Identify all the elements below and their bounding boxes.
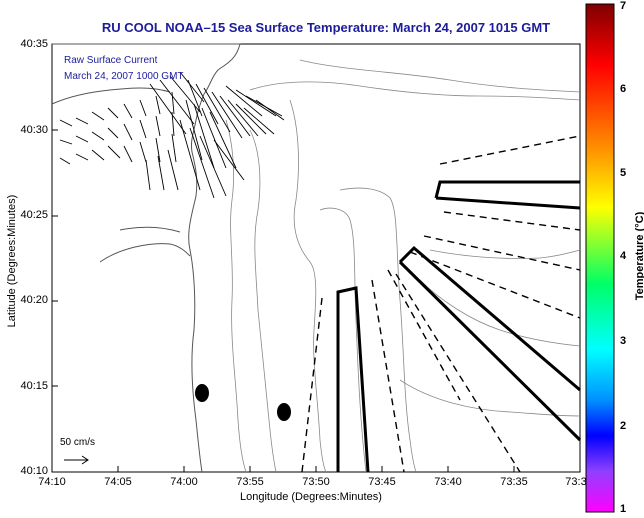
y-tick-label: 40:25	[20, 209, 48, 221]
scale-label: 50 cm/s	[60, 437, 96, 448]
colorbar-tick-label: 1	[620, 503, 627, 515]
colorbar-tick-label: 4	[620, 250, 627, 262]
x-tick-label: 74:10	[38, 476, 66, 488]
colorbar-tick-label: 5	[620, 167, 627, 179]
x-tick-label: 74:00	[170, 476, 198, 488]
y-tick-label: 40:20	[20, 294, 48, 306]
scale-arrow	[64, 455, 89, 465]
y-tick-label: 40:10	[20, 465, 48, 477]
y-tick-label: 40:15	[20, 380, 48, 392]
x-axis-title: Longitude (Degrees:Minutes)	[240, 491, 382, 503]
transect-boxes	[336, 180, 582, 473]
x-tick-label: 73:55	[236, 476, 264, 488]
y-axis-title: Latitude (Degrees:Minutes)	[6, 194, 18, 328]
colorbar-tick-label: 2	[620, 420, 627, 432]
surface-current-vectors	[59, 71, 285, 199]
x-tick-label: 73:45	[368, 476, 396, 488]
colorbar-tick-label: 7	[620, 0, 627, 12]
colorbar-tick-label: 3	[620, 335, 627, 347]
x-tick-label: 73:3	[565, 476, 587, 488]
station-marker	[195, 384, 209, 402]
x-tick-label: 74:05	[104, 476, 132, 488]
axis-ticks	[52, 129, 515, 472]
map-title: RU COOL NOAA–15 Sea Surface Temperature:…	[101, 20, 551, 35]
y-tick-label: 40:30	[20, 124, 48, 136]
x-tick-label: 73:50	[302, 476, 330, 488]
radar-beams	[301, 135, 581, 473]
colorbar-title: Temperature (°C)	[634, 211, 644, 301]
y-tick-label: 40:35	[20, 38, 48, 50]
x-tick-label: 73:40	[434, 476, 462, 488]
legend-line-2: March 24, 2007 1000 GMT	[64, 71, 184, 82]
x-tick-label: 73:35	[500, 476, 528, 488]
colorbar-tick-label: 6	[620, 83, 627, 95]
legend-line-1: Raw Surface Current	[64, 55, 158, 66]
station-marker	[277, 403, 291, 421]
colorbar	[585, 3, 615, 513]
